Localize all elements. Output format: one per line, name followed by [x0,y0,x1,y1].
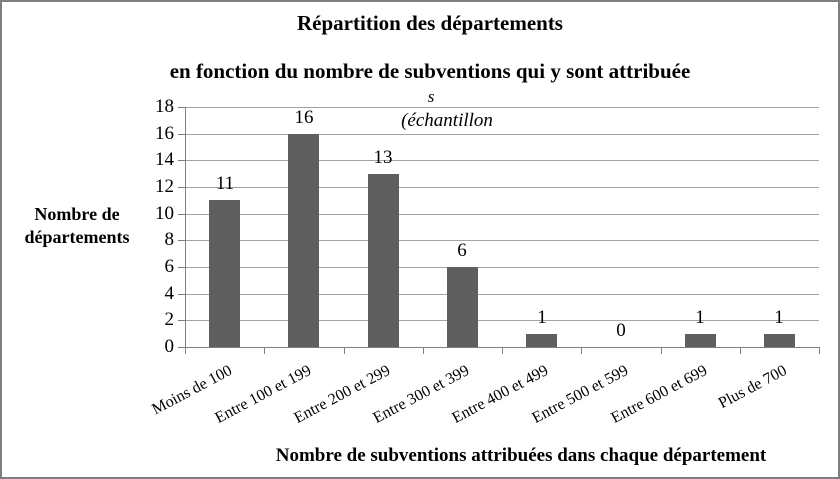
bar-value-label: 13 [373,147,393,168]
x-axis-line [185,347,820,348]
bar-value-label: 1 [774,307,784,328]
bar [368,174,399,347]
y-tick-label: 2 [164,309,175,331]
x-tick-mark [423,348,424,354]
gridline [185,267,819,268]
y-axis-title: Nombre de départements [6,203,148,249]
gridline [185,187,819,188]
bar-value-label: 11 [215,173,235,194]
y-tick-mark [178,240,185,242]
gridline [185,213,819,215]
y-tick-label: 4 [164,282,175,304]
y-tick-mark [178,107,185,108]
chart-title-overflow-s: s [427,87,435,106]
y-axis-line [185,107,186,347]
y-tick-mark [178,133,185,135]
y-axis-title-line-2: départements [24,227,130,247]
bar-value-label: 1 [537,307,547,328]
x-tick-mark [661,348,662,354]
x-tick-mark [740,348,741,354]
y-tick-mark [178,160,185,162]
y-tick-label: 18 [155,96,174,117]
gridline [185,320,819,322]
x-axis-title: Nombre de subventions attribuées dans ch… [275,445,767,466]
y-tick-mark [178,213,185,215]
y-tick-mark [178,187,185,188]
y-axis-title-line-1: Nombre de [34,204,120,224]
bar [764,334,795,347]
chart-title-line-2: en fonction du nombre de subventions qui… [169,59,691,83]
y-tick-label: 6 [164,256,175,277]
bar-value-label: 0 [616,320,626,341]
chart-title-line-1: Répartition des départements [297,11,563,35]
bar [288,134,319,347]
x-tick-mark [185,348,186,354]
y-tick-mark [178,267,185,268]
x-tick-mark [344,348,345,354]
bar [685,334,716,347]
bar-value-label: 6 [457,240,467,261]
bar-value-label: 16 [294,107,314,128]
bar-value-label: 1 [695,307,705,328]
y-tick-mark [178,293,185,295]
bar [209,200,240,347]
chart-title-overflow-echantillon: (échantillon [401,110,493,131]
x-category-label: Plus de 700 [715,362,790,413]
x-tick-mark [581,348,582,354]
y-tick-label: 10 [155,202,174,224]
gridline [185,293,819,295]
bar [526,334,557,347]
y-tick-mark [178,320,185,322]
y-tick-label: 14 [155,149,174,171]
gridline [185,240,819,242]
y-tick-label: 0 [164,336,175,357]
x-tick-mark [819,348,820,354]
gridline [185,133,819,135]
gridline [185,160,819,162]
bar [447,267,478,347]
y-tick-label: 8 [164,229,175,251]
x-tick-mark [502,348,503,354]
x-tick-mark [264,348,265,354]
gridline [185,107,819,108]
y-tick-label: 12 [155,176,174,197]
y-tick-mark [178,347,185,348]
y-tick-label: 16 [155,122,174,144]
